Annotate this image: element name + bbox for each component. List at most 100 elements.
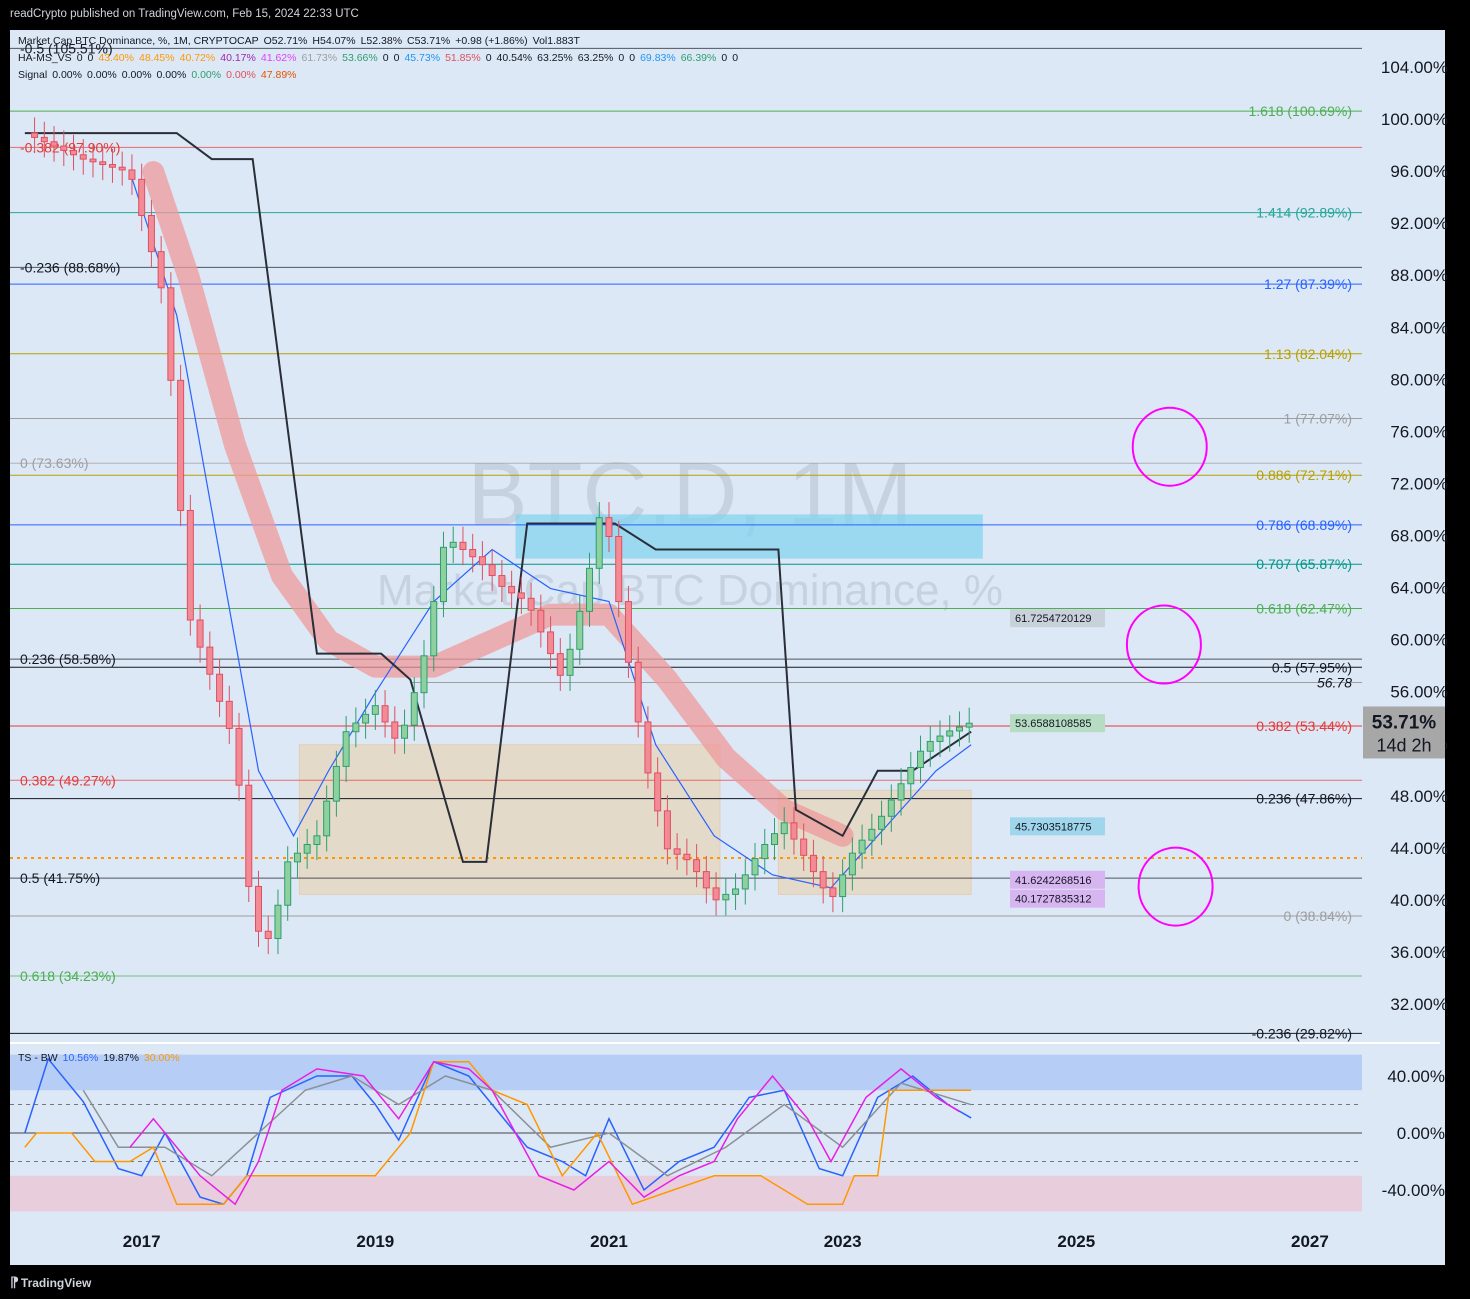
legend-item: 0: [629, 52, 636, 64]
y-tick-label: 64.00%: [1390, 579, 1448, 598]
y-tick-label: 80.00%: [1390, 370, 1448, 389]
candle-body: [537, 609, 545, 633]
candle-body: [878, 815, 886, 830]
candle-body: [167, 287, 175, 381]
legend-item: 0: [721, 52, 728, 64]
candle-body: [118, 166, 126, 171]
legend-item: 0: [76, 52, 83, 64]
candle-body: [576, 610, 584, 650]
candle-body: [177, 379, 185, 511]
candle-body: [225, 700, 233, 729]
candle-body: [89, 158, 97, 163]
fib-level-label: 0.618 (62.47%): [1256, 600, 1352, 616]
y-tick-label: 60.00%: [1390, 631, 1448, 650]
candle-body: [196, 619, 204, 648]
x-tick-label: 2021: [590, 1232, 628, 1251]
legend-item: 61.73%: [301, 52, 338, 64]
legend-item: 0.00%: [52, 69, 82, 81]
fib-level-label: 0.886 (72.71%): [1256, 467, 1352, 483]
candle-body: [868, 828, 876, 841]
x-tick-label: 2023: [824, 1232, 862, 1251]
legend-item: 0.00%: [86, 69, 117, 81]
candle-body: [907, 766, 915, 785]
candle-body: [819, 871, 827, 889]
y-tick-label: 56.00%: [1390, 683, 1448, 702]
candle-body: [965, 722, 973, 728]
y-tick-label: 92.00%: [1390, 214, 1448, 233]
legend-item: 41.62%: [260, 52, 297, 64]
main-legend: Market Cap BTC Dominance, %, 1M, CRYPTOC…: [18, 35, 585, 47]
y-tick-label: 40.00%: [1390, 891, 1448, 910]
candle-body: [809, 854, 817, 873]
brand-label: TradingView: [20, 1276, 92, 1290]
candle-body: [800, 838, 808, 856]
legend-item: 40.17%: [220, 52, 256, 64]
level-tag-bg: [1010, 889, 1105, 908]
candle-body: [430, 601, 438, 657]
y-tick-label: 88.00%: [1390, 266, 1448, 285]
legend-item: 69.83%: [640, 52, 676, 64]
candle-body: [323, 800, 331, 837]
legend-item: 43.40%: [98, 52, 134, 64]
countdown-label: 14d 2h: [1376, 735, 1431, 755]
candle-body: [31, 132, 39, 138]
candle-body: [624, 601, 632, 663]
y-tick-label: 104.00%: [1381, 58, 1448, 77]
legend-item: 0: [618, 52, 625, 64]
candle-body: [770, 833, 778, 845]
last-price-badge: [1363, 706, 1445, 759]
fib-level-label: 0.236 (47.86%): [1256, 791, 1352, 807]
candle-body: [303, 843, 311, 854]
range-box: [298, 744, 721, 895]
legend-item: O52.71%: [263, 35, 308, 47]
fib-level-label: 0.5 (41.75%): [20, 870, 100, 886]
fib-level-label: -0.382 (97.90%): [20, 139, 120, 155]
fib-level-label: 0 (38.84%): [1284, 908, 1352, 924]
fib-level-label: 0 (73.63%): [20, 455, 88, 471]
extra-level-label: 56.78: [1317, 675, 1352, 691]
range-box: [777, 789, 972, 895]
legend-item: 51.85%: [445, 52, 481, 64]
legend-item: 47.89%: [260, 69, 297, 81]
publisher-line: readCrypto published on TradingView.com,…: [10, 8, 359, 20]
candle-body: [605, 517, 613, 537]
candle-body: [615, 536, 623, 603]
oscillator-series-line: [129, 1060, 960, 1206]
legend-item: 0: [485, 52, 492, 64]
candle-body: [79, 154, 87, 160]
oscillator-series-line: [24, 1061, 972, 1206]
y-tick-label: 68.00%: [1390, 527, 1448, 546]
tradingview-logo[interactable]: ⁋ TradingView: [10, 1274, 91, 1291]
level-tag-bg: [1010, 870, 1105, 889]
candle-body: [547, 631, 555, 655]
target-circle: [1131, 406, 1208, 487]
candle-body: [138, 178, 146, 216]
candle-body: [264, 930, 272, 939]
x-tick-label: 2017: [123, 1232, 161, 1251]
ma-band: [142, 161, 854, 847]
x-tick-label: 2019: [356, 1232, 394, 1251]
fib-level-label: 0.786 (68.89%): [1256, 517, 1352, 533]
fib-level-label: 0.707 (65.87%): [1256, 556, 1352, 572]
legend-item: Market Cap BTC Dominance, %, 1M, CRYPTOC…: [18, 35, 259, 47]
candle-body: [741, 874, 749, 890]
watermark-name: Market Cap BTC Dominance, %: [377, 566, 1003, 615]
oscillator-y-tick: -40.00%: [1382, 1181, 1445, 1200]
fib-level-label: 1 (77.07%): [1284, 410, 1352, 426]
legend-item: 0: [382, 52, 389, 64]
candle-body: [371, 705, 379, 715]
candle-body: [955, 726, 963, 732]
candle-body: [586, 567, 594, 612]
candle-body: [556, 653, 564, 676]
candle-body: [858, 839, 866, 854]
candle-body: [634, 661, 642, 723]
candle-body: [897, 783, 905, 801]
fib-level-label: 0.618 (34.23%): [20, 968, 116, 984]
candle-body: [946, 730, 954, 737]
candle-body: [595, 517, 603, 569]
candle-body: [206, 646, 214, 675]
candle-body: [459, 541, 467, 551]
last-price-label: 53.71%: [1372, 712, 1437, 733]
y-tick-label: 32.00%: [1390, 995, 1448, 1014]
